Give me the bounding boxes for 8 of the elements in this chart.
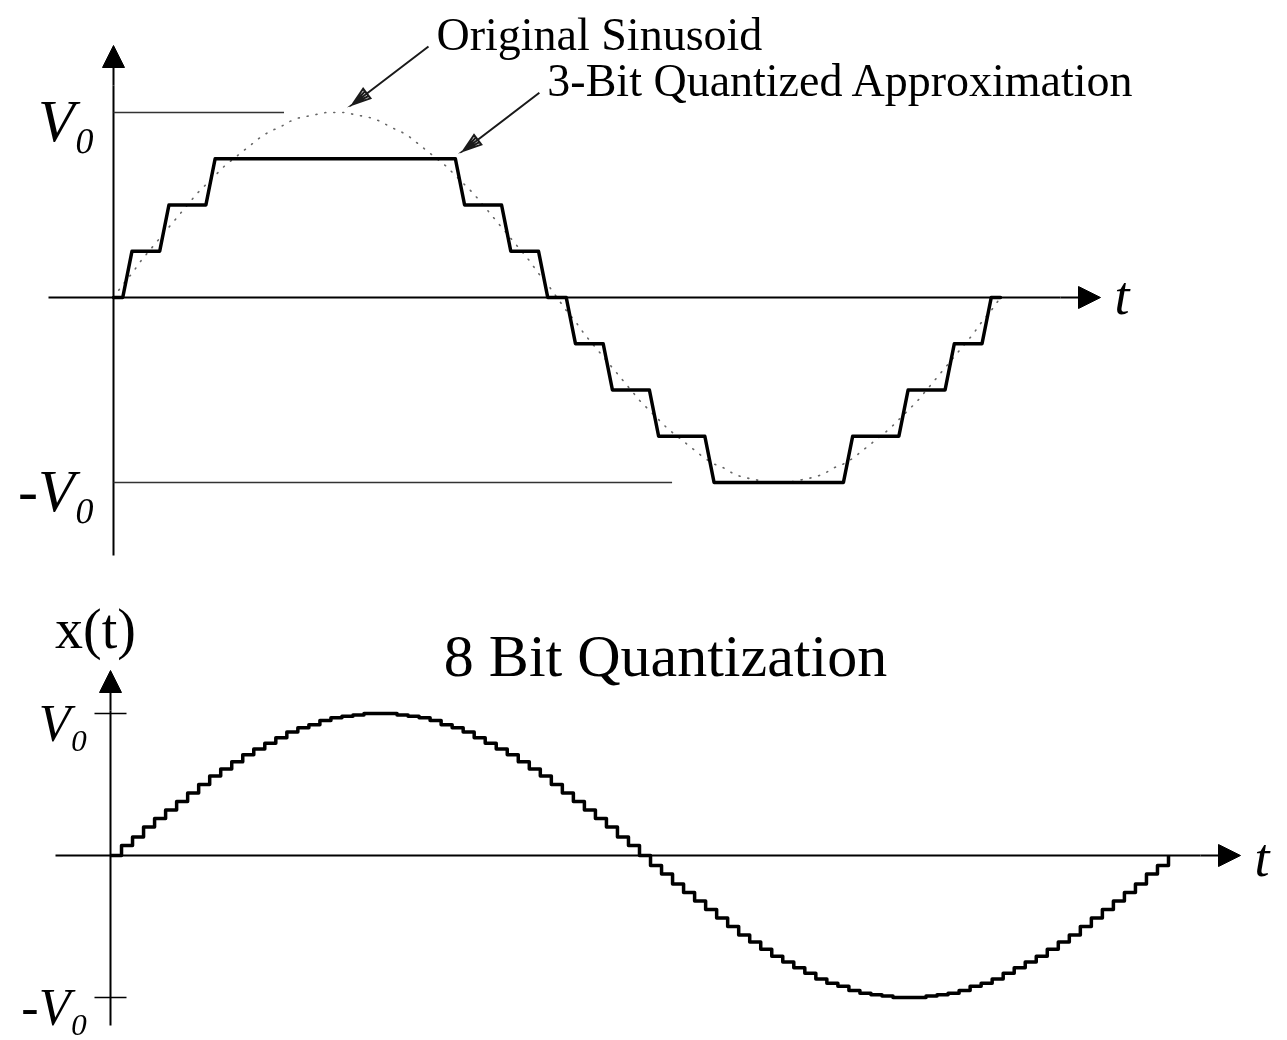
y-axis-title: x(t) [55, 597, 136, 661]
ref-line-label: -V₀ [21, 979, 89, 1036]
chart-title: 8 Bit Quantization [443, 622, 888, 689]
ref-line-label: -V₀ [18, 457, 96, 524]
x-axis-title: t [1114, 265, 1132, 326]
ref-line-label: V₀ [38, 695, 89, 752]
ref-line-label: V₀ [37, 87, 96, 154]
x-axis-title: t [1254, 827, 1272, 888]
